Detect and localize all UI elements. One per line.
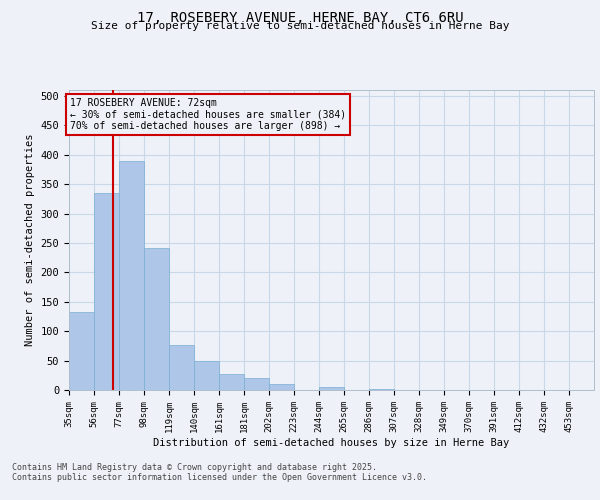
Bar — [219, 374, 244, 390]
Text: 17, ROSEBERY AVENUE, HERNE BAY, CT6 6RU: 17, ROSEBERY AVENUE, HERNE BAY, CT6 6RU — [137, 11, 463, 25]
Bar — [319, 387, 344, 390]
Bar — [119, 160, 144, 390]
Bar — [169, 346, 194, 390]
Bar — [369, 389, 394, 390]
Bar — [69, 312, 94, 390]
Text: 17 ROSEBERY AVENUE: 72sqm
← 30% of semi-detached houses are smaller (384)
70% of: 17 ROSEBERY AVENUE: 72sqm ← 30% of semi-… — [70, 98, 346, 131]
Text: Size of property relative to semi-detached houses in Herne Bay: Size of property relative to semi-detach… — [91, 21, 509, 31]
Bar — [244, 378, 269, 390]
Bar — [144, 248, 169, 390]
Y-axis label: Number of semi-detached properties: Number of semi-detached properties — [25, 134, 35, 346]
Bar — [269, 384, 294, 390]
X-axis label: Distribution of semi-detached houses by size in Herne Bay: Distribution of semi-detached houses by … — [154, 438, 509, 448]
Text: Contains public sector information licensed under the Open Government Licence v3: Contains public sector information licen… — [12, 472, 427, 482]
Bar — [94, 193, 119, 390]
Bar — [194, 360, 219, 390]
Text: Contains HM Land Registry data © Crown copyright and database right 2025.: Contains HM Land Registry data © Crown c… — [12, 462, 377, 471]
